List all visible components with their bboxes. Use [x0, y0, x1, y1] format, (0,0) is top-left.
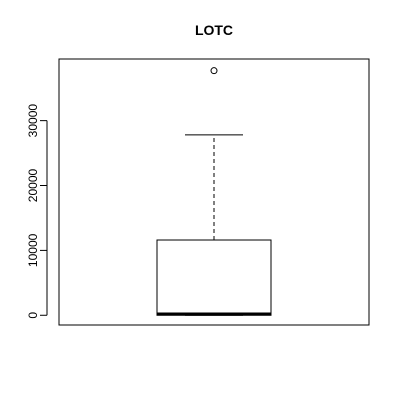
y-tick-label: 0 [26, 312, 40, 319]
iqr-box [156, 239, 272, 316]
y-tick-label: 20000 [26, 169, 40, 203]
box-plot [156, 67, 272, 316]
y-axis: 0 10000 20000 30000 [26, 104, 48, 319]
outlier-point [210, 67, 218, 75]
y-tick-label: 10000 [26, 233, 40, 267]
chart-title: LOTC [195, 22, 233, 38]
y-tick-label: 30000 [26, 104, 40, 138]
plot-frame [58, 58, 370, 326]
